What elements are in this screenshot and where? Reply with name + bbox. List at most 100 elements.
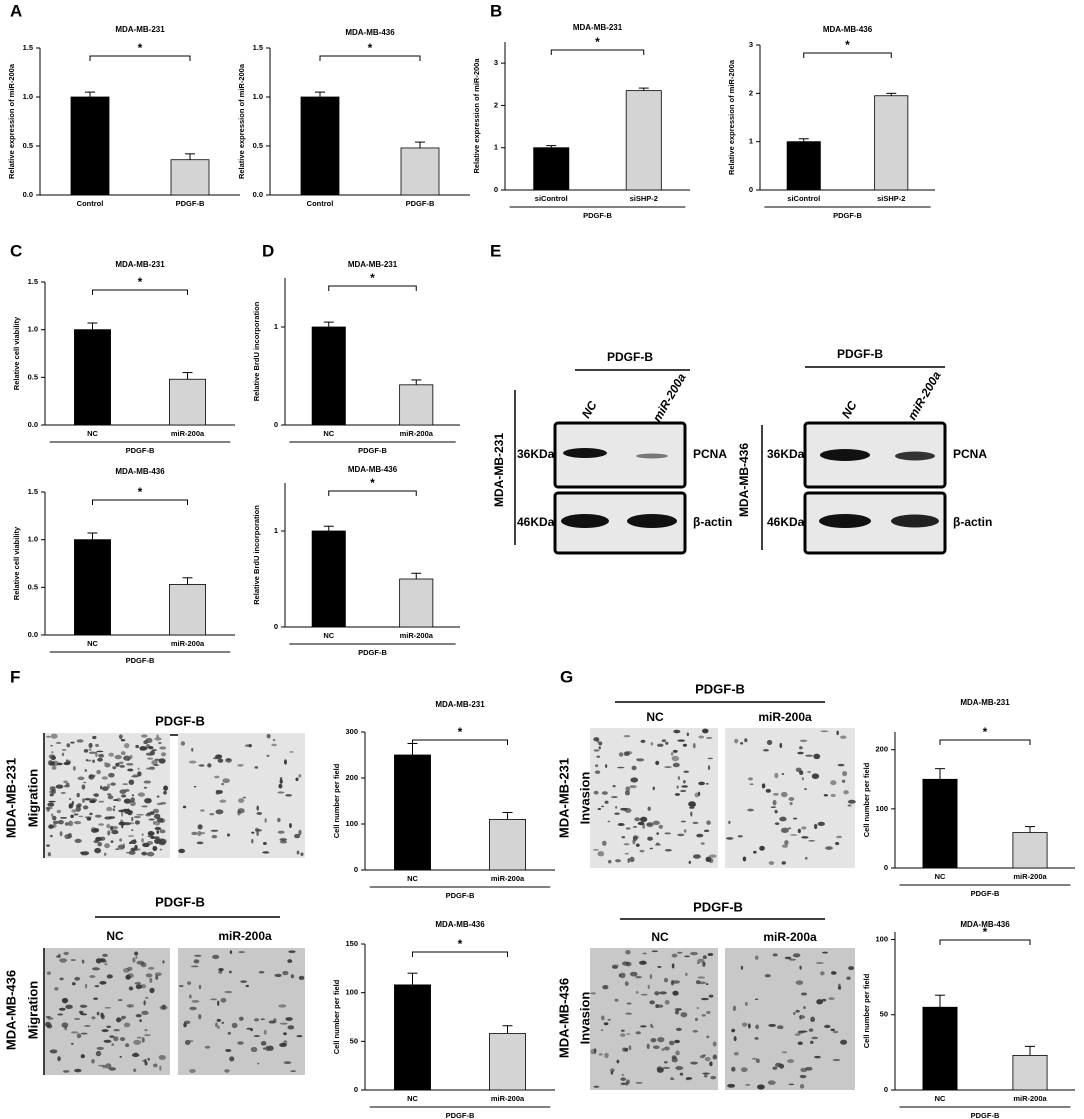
cell: [101, 1029, 109, 1033]
cell: [121, 811, 124, 817]
significance-mark: *: [368, 41, 373, 55]
cell: [91, 1016, 96, 1020]
cell: [801, 777, 804, 781]
error-bar: [546, 145, 557, 148]
cell: [636, 758, 645, 762]
cell: [66, 743, 71, 748]
cell: [664, 766, 672, 768]
cell: [656, 1004, 664, 1008]
cell: [144, 1028, 148, 1032]
cell: [210, 998, 217, 1001]
cell: [260, 1041, 267, 1046]
cell: [658, 824, 664, 829]
cell: [88, 748, 92, 751]
cell: [147, 835, 154, 838]
cell: [100, 785, 103, 790]
cell: [624, 852, 629, 855]
cell: [156, 795, 160, 798]
y-tick-label: 0: [884, 1085, 888, 1094]
cell: [772, 792, 779, 796]
cell: [709, 1061, 713, 1067]
cell: [183, 1020, 191, 1025]
cell: [83, 781, 87, 784]
cell: [229, 1056, 235, 1062]
error-bar: [323, 525, 334, 531]
significance-mark: *: [370, 476, 375, 490]
cell: [133, 815, 141, 819]
y-axis-label: Relative cell viability: [12, 316, 21, 390]
error-bar: [182, 372, 193, 380]
cell: [707, 757, 713, 760]
cell: [744, 1001, 748, 1006]
cell: [671, 953, 678, 958]
cell: [712, 1041, 717, 1047]
cell: [134, 951, 139, 956]
cell: [257, 1062, 260, 1065]
cell: [684, 955, 690, 958]
blot-band: [891, 514, 939, 528]
cell: [708, 854, 717, 858]
cell: [108, 1067, 117, 1071]
cell: [80, 1013, 88, 1016]
cell: [792, 953, 801, 958]
cell: [679, 1072, 684, 1076]
significance-bracket: [412, 739, 508, 745]
cell: [110, 782, 116, 786]
cell: [620, 1033, 626, 1037]
cell: [151, 760, 158, 765]
cell: [697, 791, 701, 796]
cell: [649, 974, 653, 980]
cell: [158, 741, 162, 745]
cell: [251, 838, 254, 844]
cell: [830, 780, 837, 786]
cell: [626, 1079, 630, 1085]
cell: [278, 1004, 287, 1008]
panel-label: G: [560, 667, 573, 686]
cell: [631, 765, 637, 771]
cell: [632, 839, 636, 845]
cell: [158, 758, 166, 764]
bar: [169, 584, 206, 636]
cell: [211, 835, 218, 839]
cell: [593, 1085, 600, 1088]
cell: [753, 850, 757, 854]
panel-label: B: [490, 1, 502, 20]
cell: [137, 771, 142, 777]
cell: [277, 830, 285, 834]
cell: [162, 960, 165, 964]
cell: [52, 823, 57, 828]
cell: [623, 735, 631, 738]
cell: [614, 812, 620, 815]
cell: [237, 763, 244, 767]
cell-line-label: MDA-MB-436: [737, 443, 751, 517]
cell: [647, 984, 650, 990]
cell: [702, 1072, 710, 1075]
cell: [828, 997, 835, 1001]
blot-band: [820, 449, 870, 461]
cell: [749, 783, 754, 785]
cell: [52, 820, 59, 825]
significance-bracket: [550, 49, 645, 55]
cell: [664, 832, 671, 835]
group-label: PDGF-B: [126, 656, 155, 665]
cell: [810, 1016, 816, 1022]
cell: [836, 835, 843, 839]
cell: [156, 734, 159, 738]
cell: [671, 963, 675, 969]
cell: [757, 1084, 765, 1090]
cell: [96, 1011, 100, 1016]
cell: [698, 981, 707, 985]
cell: [92, 793, 96, 796]
cell: [706, 1035, 710, 1039]
cell: [147, 1057, 150, 1061]
cell: [594, 1048, 597, 1054]
cell: [285, 1017, 293, 1021]
cell: [620, 807, 629, 811]
cell: [262, 842, 267, 845]
cell: [88, 751, 96, 754]
cell: [154, 972, 162, 976]
cell: [761, 783, 766, 789]
cell: [625, 949, 631, 955]
error-bar: [407, 972, 418, 985]
cell: [603, 1022, 609, 1026]
